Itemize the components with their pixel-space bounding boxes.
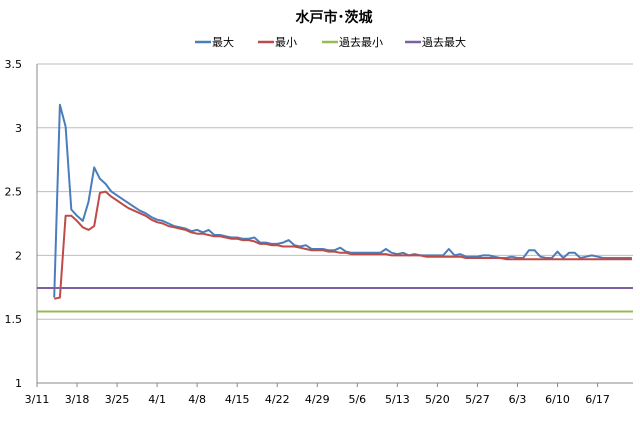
y-tick-label: 2.5 [5,186,23,199]
axes: 1 1.5 2 2.5 3 3.5 3/11 3/18 3/25 4/1 4/8 4/15 4/22 4/… [5,58,633,406]
y-tick-label: 3.5 [5,58,23,71]
x-tick-label: 3/18 [65,393,90,406]
x-tick-label: 4/15 [225,393,250,406]
legend-label: 過去最小 [339,36,383,49]
x-tick-label: 4/8 [188,393,206,406]
x-tick-label: 4/29 [305,393,330,406]
x-tick-label: 5/20 [425,393,450,406]
legend-label: 過去最大 [422,35,466,49]
x-tick-label: 6/17 [585,393,610,406]
series-line-最小 [53,190,632,300]
x-tick-label: 4/22 [265,393,290,406]
legend-label: 最大 [212,35,234,49]
legend-label: 最小 [275,36,297,49]
x-tick-label: 6/3 [509,393,527,406]
series-lines [37,103,633,313]
x-tick-label: 4/1 [148,393,166,406]
legend: 最大 最小 過去最小 過去最大 [195,35,466,49]
gridlines [37,63,633,320]
y-tick-label: 3 [15,122,22,135]
y-tick-label: 1.5 [5,313,23,326]
x-tick-label: 5/27 [465,393,490,406]
x-tick-label: 5/13 [385,393,410,406]
x-tick-label: 3/25 [105,393,130,406]
series-line-最大 [53,103,632,298]
y-tick-label: 2 [15,249,22,262]
y-tick-label: 1 [15,377,22,390]
x-tick-label: 3/11 [25,393,50,406]
x-tick-label: 5/6 [348,393,366,406]
x-tick-label: 6/10 [545,393,570,406]
chart-title: 水戸市･茨城 [296,9,373,26]
